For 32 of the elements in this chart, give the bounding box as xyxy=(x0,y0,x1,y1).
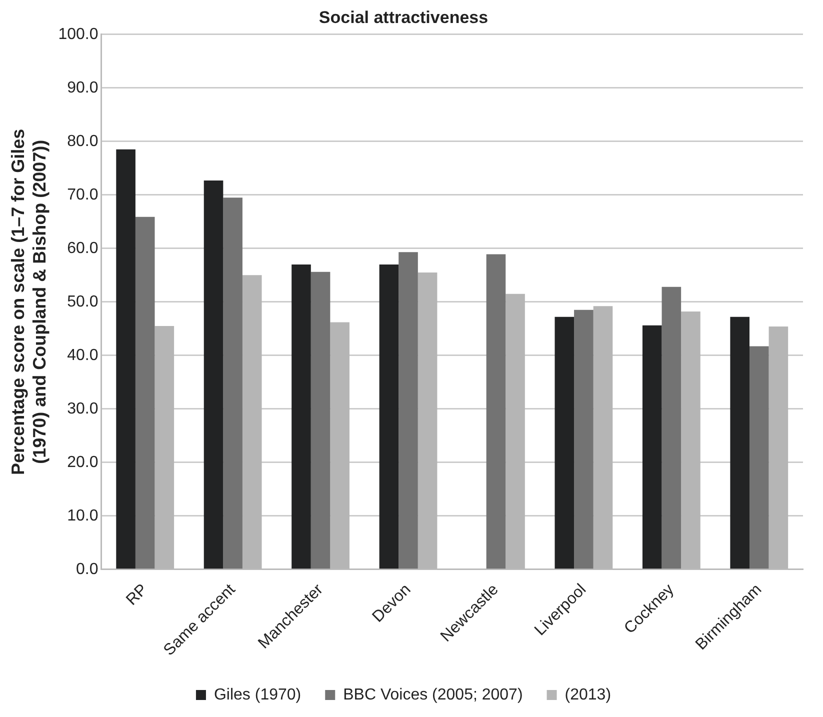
bar xyxy=(116,149,136,569)
y-tick-label: 100.0 xyxy=(58,26,98,43)
bar xyxy=(310,272,330,569)
bar xyxy=(730,316,750,569)
bar xyxy=(574,310,594,569)
y-tick-label: 30.0 xyxy=(67,400,98,418)
bar xyxy=(292,264,311,569)
y-tick-label: 90.0 xyxy=(67,79,98,96)
bar xyxy=(204,180,224,569)
legend-label: Giles (1970) xyxy=(214,686,302,704)
bar xyxy=(749,346,769,569)
y-axis-title: Percentage score on scale (1–7 for Giles (1970) and Coupland & Bishop (2007)) xyxy=(8,128,50,475)
bar xyxy=(135,216,155,569)
legend-label: BBC Voices (2005; 2007) xyxy=(343,686,523,704)
chart-title: Social attractiveness xyxy=(318,8,488,27)
y-tick-label: 20.0 xyxy=(67,454,98,471)
y-tick-label: 80.0 xyxy=(67,132,98,150)
y-tick-label: 0.0 xyxy=(76,560,98,578)
y-tick-label: 40.0 xyxy=(67,346,98,364)
bar xyxy=(486,254,506,569)
bar xyxy=(379,264,399,569)
y-tick-label: 60.0 xyxy=(67,240,98,257)
bar xyxy=(398,252,418,569)
y-tick-label: 10.0 xyxy=(67,507,98,524)
legend-label: (2013) xyxy=(564,686,612,704)
y-tick-label: 50.0 xyxy=(67,293,98,310)
bar xyxy=(662,286,682,569)
bar xyxy=(554,316,574,569)
bar xyxy=(223,198,242,569)
y-tick-label: 70.0 xyxy=(67,186,98,204)
x-tick-label: RP xyxy=(123,581,152,609)
bar xyxy=(642,325,662,569)
